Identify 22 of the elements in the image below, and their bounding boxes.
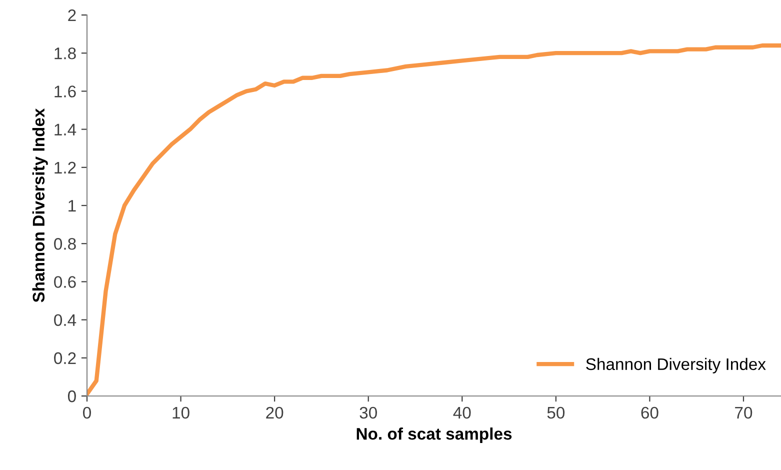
y-tick-label: 1.2 <box>54 162 76 174</box>
y-tick-label: 0.6 <box>54 276 76 288</box>
legend-label: Shannon Diversity Index <box>586 358 766 374</box>
y-tick-label: 1.4 <box>54 124 76 136</box>
y-tick-label: 0 <box>68 390 76 402</box>
x-tick-label: 70 <box>735 406 752 419</box>
y-tick-label: 1 <box>68 200 76 212</box>
y-tick-label: 2 <box>68 9 76 22</box>
x-tick-label: 10 <box>172 406 190 419</box>
y-tick-label: 0.2 <box>54 352 76 364</box>
y-tick-label: 0.4 <box>54 314 76 326</box>
y-tick-label: 1.6 <box>54 86 76 98</box>
x-tick-label: 60 <box>641 406 658 419</box>
y-tick-label: 0.8 <box>54 238 76 250</box>
x-tick-label: 50 <box>547 406 565 419</box>
x-tick-label: 0 <box>83 406 91 419</box>
x-axis-title: No. of scat samples <box>356 428 512 444</box>
y-axis-title: Shannon Diversity Index <box>32 108 48 302</box>
x-tick-label: 20 <box>266 406 284 419</box>
y-tick-label: 1.8 <box>54 48 76 60</box>
x-tick-label: 30 <box>360 406 377 419</box>
x-tick-label: 40 <box>453 406 471 419</box>
